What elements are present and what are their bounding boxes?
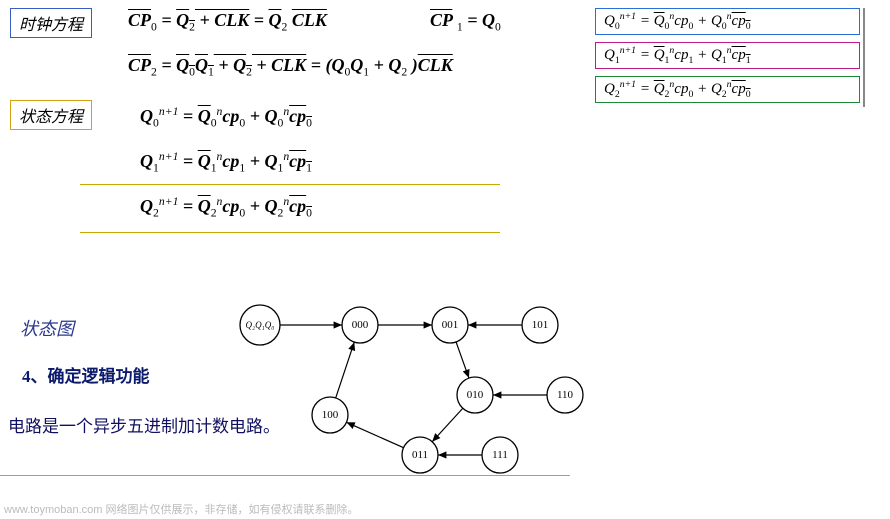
node-label-101: 101 (532, 319, 549, 331)
edge-010-011 (432, 408, 463, 441)
node-label-010: 010 (467, 389, 484, 401)
node-label-111: 111 (492, 449, 508, 461)
node-label-011: 011 (412, 449, 428, 461)
node-label-000: 000 (352, 319, 369, 331)
node-label-start: Q₂Q₁Q₀ (246, 320, 275, 330)
node-label-110: 110 (557, 389, 574, 401)
edge-100-000 (336, 342, 355, 398)
watermark-text: www.toymoban.com 网络图片仅供展示，非存储，如有侵权请联系删除。 (4, 501, 358, 517)
edge-011-100 (346, 422, 403, 447)
node-label-100: 100 (322, 409, 339, 421)
node-label-001: 001 (442, 319, 459, 331)
edge-001-010 (456, 342, 469, 378)
state-diagram: Q₂Q₁Q₀ 000 001 101 100 010 110 011 111 (0, 0, 890, 519)
